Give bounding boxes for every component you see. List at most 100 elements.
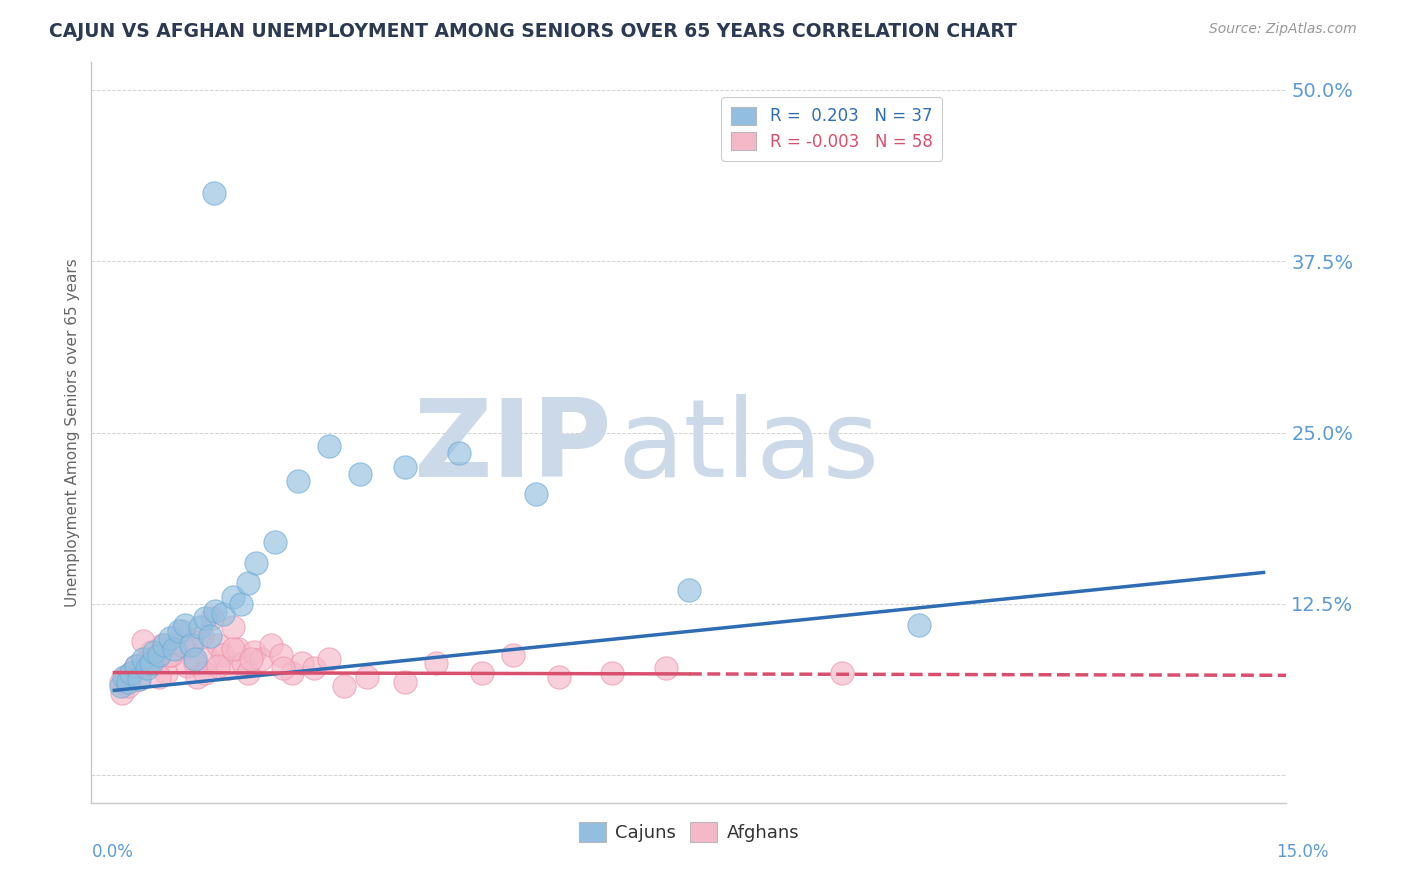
Point <box>194 665 217 680</box>
Point <box>135 661 157 675</box>
Point <box>169 624 191 639</box>
Point <box>132 652 155 666</box>
Point <box>143 652 166 666</box>
Point <box>524 487 547 501</box>
Point <box>188 620 211 634</box>
Point <box>145 656 167 670</box>
Point <box>318 652 340 666</box>
Text: Source: ZipAtlas.com: Source: ZipAtlas.com <box>1209 22 1357 37</box>
Point <box>678 583 700 598</box>
Point <box>153 638 176 652</box>
Point <box>228 642 250 657</box>
Point <box>112 670 135 684</box>
Point <box>163 642 186 657</box>
Point <box>222 590 245 604</box>
Point <box>212 607 235 621</box>
Text: ZIP: ZIP <box>413 394 612 500</box>
Point <box>291 656 314 670</box>
Point <box>201 611 224 625</box>
Point <box>238 665 260 680</box>
Point <box>655 661 678 675</box>
Point <box>170 624 193 639</box>
Point <box>349 467 371 481</box>
Point <box>547 670 569 684</box>
Point <box>129 661 152 675</box>
Point <box>125 658 148 673</box>
Point <box>318 439 340 453</box>
Point <box>907 617 929 632</box>
Point <box>245 556 267 570</box>
Legend: Cajuns, Afghans: Cajuns, Afghans <box>572 815 806 849</box>
Text: 0.0%: 0.0% <box>91 843 134 861</box>
Point <box>155 665 177 680</box>
Point <box>120 665 142 680</box>
Point <box>115 670 138 684</box>
Point <box>264 535 287 549</box>
Point <box>197 652 219 666</box>
Point <box>176 658 198 673</box>
Point <box>425 656 447 670</box>
Point <box>260 638 283 652</box>
Point <box>207 638 229 652</box>
Point <box>281 665 304 680</box>
Text: 15.0%: 15.0% <box>1277 843 1329 861</box>
Point <box>333 679 356 693</box>
Point <box>181 634 204 648</box>
Point <box>159 632 181 646</box>
Point <box>160 648 183 662</box>
Point <box>302 661 325 675</box>
Point <box>132 634 155 648</box>
Point <box>186 670 208 684</box>
Point <box>222 620 245 634</box>
Point <box>143 645 166 659</box>
Point <box>173 617 195 632</box>
Point <box>135 652 157 666</box>
Point <box>141 656 162 670</box>
Point <box>166 642 188 657</box>
Point <box>141 645 162 659</box>
Point <box>184 652 207 666</box>
Point <box>471 665 494 680</box>
Text: CAJUN VS AFGHAN UNEMPLOYMENT AMONG SENIORS OVER 65 YEARS CORRELATION CHART: CAJUN VS AFGHAN UNEMPLOYMENT AMONG SENIO… <box>49 22 1017 41</box>
Point <box>229 597 252 611</box>
Point <box>128 673 150 687</box>
Point <box>110 679 132 693</box>
Point <box>243 645 266 659</box>
Point <box>194 611 217 625</box>
Point <box>125 658 148 673</box>
Point <box>110 675 132 690</box>
Point <box>217 661 239 675</box>
Point <box>394 675 416 690</box>
Point <box>159 648 181 662</box>
Point <box>287 474 309 488</box>
Point <box>148 648 170 662</box>
Y-axis label: Unemployment Among Seniors over 65 years: Unemployment Among Seniors over 65 years <box>65 259 80 607</box>
Point <box>202 186 225 200</box>
Point <box>271 661 294 675</box>
Point <box>394 459 416 474</box>
Point <box>117 675 139 690</box>
Point <box>170 638 193 652</box>
Point <box>111 686 134 700</box>
Point <box>128 673 150 687</box>
Point <box>238 576 260 591</box>
Point <box>502 648 524 662</box>
Point <box>148 670 170 684</box>
Point <box>232 656 254 670</box>
Point <box>204 604 226 618</box>
Point <box>831 665 853 680</box>
Point <box>270 648 292 662</box>
Point <box>150 638 173 652</box>
Point <box>191 628 214 642</box>
Point <box>222 642 245 657</box>
Point <box>180 638 202 652</box>
Point <box>250 652 273 666</box>
Point <box>117 679 139 693</box>
Text: atlas: atlas <box>617 394 879 500</box>
Point <box>449 446 471 460</box>
Point <box>207 658 229 673</box>
Point <box>212 648 235 662</box>
Point <box>198 628 221 642</box>
Point <box>184 656 207 670</box>
Point <box>356 670 378 684</box>
